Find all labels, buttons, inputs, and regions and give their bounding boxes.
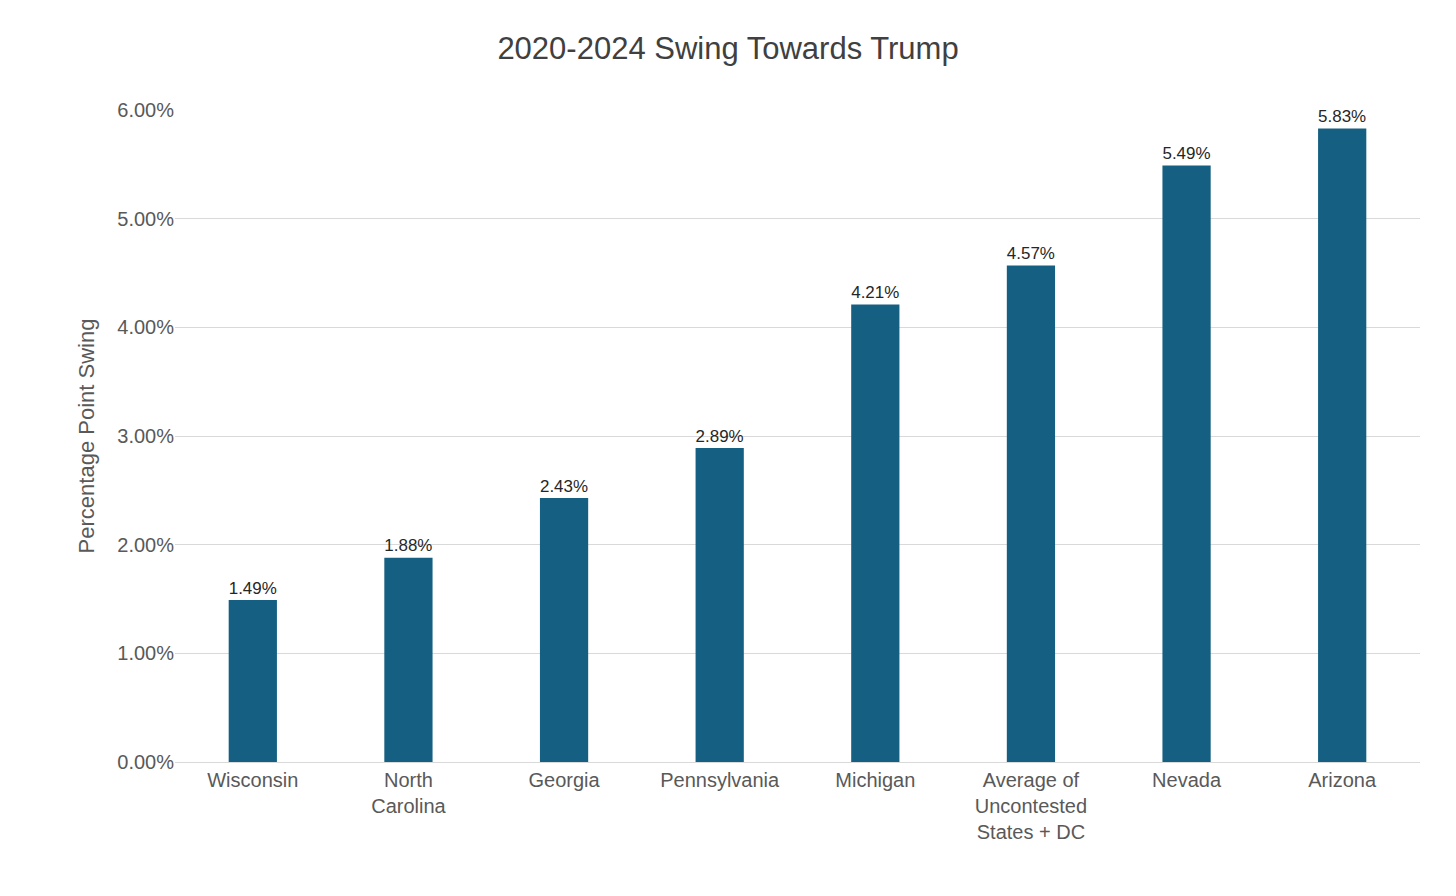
svg-text:5.49%: 5.49% — [1162, 144, 1210, 163]
svg-text:2020-2024 Swing Towards Trump: 2020-2024 Swing Towards Trump — [497, 31, 958, 66]
svg-text:Michigan: Michigan — [835, 769, 915, 791]
svg-text:0.00%: 0.00% — [117, 751, 174, 773]
svg-text:5.83%: 5.83% — [1318, 107, 1366, 126]
svg-text:Georgia: Georgia — [528, 769, 600, 791]
svg-text:3.00%: 3.00% — [117, 425, 174, 447]
svg-text:1.00%: 1.00% — [117, 642, 174, 664]
svg-text:2.00%: 2.00% — [117, 534, 174, 556]
svg-text:4.57%: 4.57% — [1007, 244, 1055, 263]
svg-text:NorthCarolina: NorthCarolina — [371, 769, 446, 817]
svg-text:Wisconsin: Wisconsin — [207, 769, 298, 791]
svg-text:Nevada: Nevada — [1152, 769, 1222, 791]
svg-text:1.49%: 1.49% — [229, 579, 277, 598]
svg-text:Pennsylvania: Pennsylvania — [660, 769, 780, 791]
svg-text:5.00%: 5.00% — [117, 208, 174, 230]
svg-text:1.88%: 1.88% — [384, 536, 432, 555]
svg-text:2.43%: 2.43% — [540, 477, 588, 496]
svg-text:4.00%: 4.00% — [117, 316, 174, 338]
svg-text:6.00%: 6.00% — [117, 99, 174, 121]
svg-text:Percentage Point Swing: Percentage Point Swing — [74, 319, 99, 554]
svg-text:Average ofUncontestedStates +: Average ofUncontestedStates + DC — [975, 769, 1087, 843]
svg-text:4.21%: 4.21% — [851, 283, 899, 302]
svg-text:Arizona: Arizona — [1308, 769, 1377, 791]
svg-text:2.89%: 2.89% — [696, 427, 744, 446]
